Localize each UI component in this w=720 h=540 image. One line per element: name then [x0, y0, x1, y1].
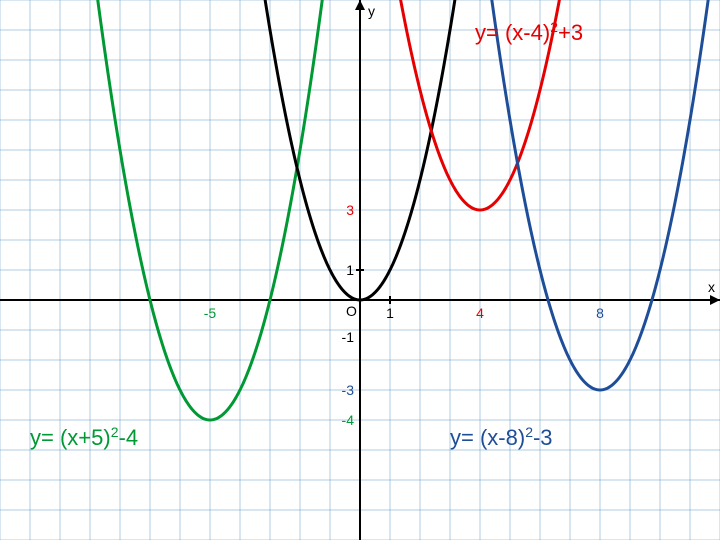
tick-label: 8 [596, 305, 604, 321]
tick-label: -3 [342, 382, 355, 398]
formula-label: y= (x-4)2+3 [475, 19, 583, 45]
tick-label: -4 [342, 412, 355, 428]
svg-text:O: O [346, 303, 357, 319]
formula-label: y= (x-8)2-3 [450, 424, 553, 450]
tick-label: 3 [346, 202, 354, 218]
tick-label: 1 [386, 305, 394, 321]
svg-text:y: y [368, 3, 375, 19]
parabola-chart: x y O 1 1 -1 -5 4 8 3 -3 -4 y= (x-4)2+3 y= (x+5)2-4… [0, 0, 720, 540]
tick-label: -5 [204, 305, 217, 321]
formula-label: y= (x+5)2-4 [30, 424, 138, 450]
tick-label: 4 [476, 305, 484, 321]
tick-label: -1 [342, 329, 355, 345]
formulas: y= (x-4)2+3 y= (x+5)2-4 y= (x-8)2-3 [30, 19, 583, 450]
tick-label: 1 [346, 262, 354, 278]
svg-text:x: x [708, 279, 715, 295]
